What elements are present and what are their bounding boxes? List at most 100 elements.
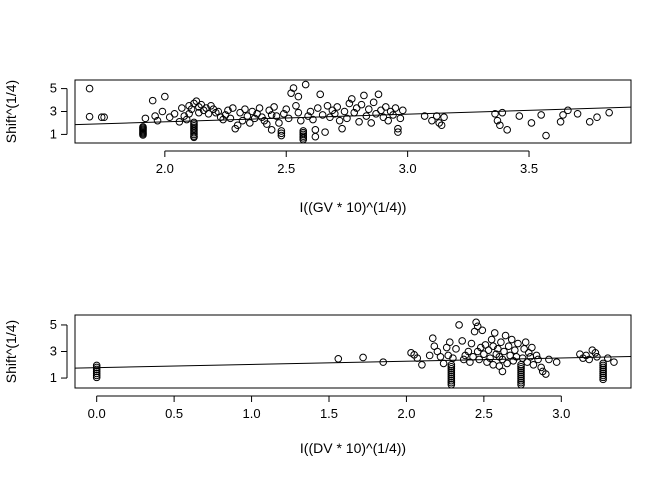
data-point <box>459 355 468 364</box>
data-point <box>299 127 308 135</box>
data-point <box>311 126 320 134</box>
data-point <box>204 109 213 118</box>
data-point <box>381 103 390 111</box>
data-point <box>326 113 334 122</box>
data-point <box>599 363 607 372</box>
fit-line <box>74 356 632 369</box>
data-point <box>537 363 545 372</box>
data-point <box>309 115 317 124</box>
data-point <box>599 371 607 380</box>
data-point <box>528 343 536 352</box>
data-point <box>447 364 456 373</box>
data-point <box>501 331 510 340</box>
data-point <box>270 103 278 111</box>
data-point <box>236 108 244 117</box>
data-point <box>517 364 525 373</box>
data-point <box>503 359 511 368</box>
data-point <box>85 84 94 93</box>
data-point <box>504 342 513 350</box>
data-point <box>250 114 259 123</box>
data-point <box>521 338 530 347</box>
x-tick-label: 1.5 <box>320 406 338 421</box>
data-point <box>542 370 550 378</box>
data-point <box>603 354 612 362</box>
data-point <box>552 358 561 366</box>
data-point <box>517 374 525 383</box>
data-point <box>420 112 429 120</box>
data-point <box>472 318 480 327</box>
data-point <box>498 108 507 117</box>
data-point <box>503 126 511 134</box>
data-point <box>599 367 607 376</box>
data-point <box>464 347 473 356</box>
data-point <box>229 104 237 112</box>
data-point <box>517 362 525 371</box>
y-tick-label: 3 <box>50 104 57 119</box>
plot-frame <box>74 314 632 389</box>
data-point <box>599 365 607 374</box>
data-point <box>599 373 607 382</box>
x-tick-label: 2.5 <box>475 406 493 421</box>
data-point <box>343 114 351 123</box>
data-point <box>556 118 565 126</box>
data-point <box>585 118 594 126</box>
data-point <box>480 350 488 358</box>
data-point <box>537 111 545 119</box>
data-point <box>497 338 505 347</box>
data-point <box>517 376 525 385</box>
data-point <box>593 113 601 122</box>
data-point <box>335 116 344 125</box>
data-point <box>233 121 242 130</box>
data-point <box>447 368 456 377</box>
data-point <box>437 121 446 130</box>
data-point <box>294 108 303 117</box>
data-point <box>447 376 456 385</box>
data-point <box>435 119 443 127</box>
y-tick-label: 3 <box>50 344 57 359</box>
data-point <box>141 114 150 123</box>
data-point <box>355 118 363 126</box>
data-point <box>489 360 497 369</box>
data-point <box>428 334 437 343</box>
data-point <box>345 99 354 108</box>
x-tick-label: 1.0 <box>243 406 261 421</box>
data-point <box>447 370 456 379</box>
data-point <box>455 321 463 329</box>
data-point <box>542 131 550 140</box>
data-point <box>599 375 607 384</box>
data-point <box>369 98 378 107</box>
data-point <box>384 116 393 125</box>
data-point <box>496 121 504 130</box>
data-point <box>248 107 257 116</box>
data-point <box>224 106 232 115</box>
data-point <box>334 355 343 363</box>
data-point <box>599 369 607 378</box>
x-tick-label: 3.0 <box>399 161 417 176</box>
data-point <box>469 353 477 361</box>
x-axis-title: I((GV * 10)^(1/4)) <box>300 199 407 215</box>
data-point <box>534 355 542 364</box>
data-point <box>517 366 525 375</box>
data-point <box>306 107 315 116</box>
y-axis-title: Shift^(1/4) <box>3 80 19 143</box>
data-point <box>507 335 516 344</box>
data-point <box>178 104 186 112</box>
data-point <box>296 116 305 125</box>
data-point <box>394 128 402 136</box>
data-point <box>473 322 482 331</box>
data-point <box>294 92 303 101</box>
data-point <box>377 106 385 115</box>
data-point <box>277 127 286 135</box>
data-point <box>347 95 356 103</box>
data-point <box>165 113 174 122</box>
data-point <box>396 114 405 123</box>
data-point <box>161 92 169 101</box>
data-point <box>605 108 613 117</box>
data-point <box>610 358 618 366</box>
data-point <box>255 104 264 112</box>
data-point <box>428 116 436 125</box>
data-point <box>333 103 342 111</box>
data-point <box>100 113 108 122</box>
data-point <box>599 361 607 370</box>
